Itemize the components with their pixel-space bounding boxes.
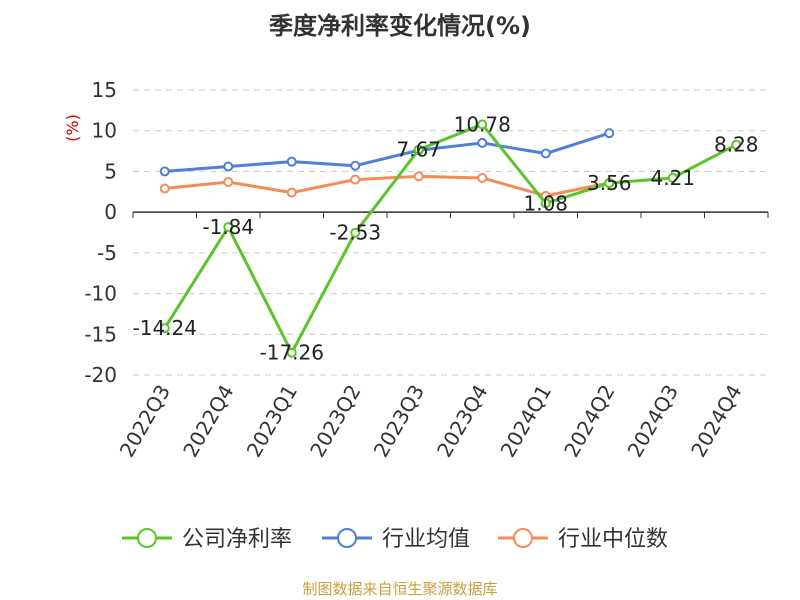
series-line-industry_median [164,174,610,198]
x-tick-label: 2023Q3 [369,381,429,462]
y-tick-label: 10 [92,119,117,143]
data-point-industry_median [350,174,361,185]
data-point-industry_median [223,177,234,188]
data-point-industry_avg [350,160,361,171]
data-point-company [731,139,742,150]
data-point-industry_avg [477,137,488,148]
data-point-company [159,323,170,334]
x-tick-label: 2024Q1 [496,381,556,462]
x-tick-label: 2022Q4 [178,381,238,462]
legend: 公司净利率 行业均值 行业中位数 [122,527,668,552]
legend-label: 行业均值 [382,527,470,552]
data-point-industry_avg [223,161,234,172]
data-label-layer: -14.24 -1.84 -17.26 -2.53 7.67 10.78 1.08 3.56 4… [133,112,759,364]
data-point-company [286,347,297,358]
source-note: 制图数据来自恒生聚源数据库 [302,580,498,598]
series-line-company [163,122,737,355]
data-label: 10.78 [454,112,511,136]
x-tick-label: 2023Q4 [432,381,492,462]
data-point-company [223,222,234,233]
data-point-industry_avg [540,148,551,159]
data-label: -17.26 [260,341,324,365]
legend-swatch-marker [337,528,357,548]
x-tick-label: 2023Q2 [305,381,365,462]
data-point-company [477,119,488,130]
legend-swatch-marker [513,528,533,548]
data-label: 4.21 [650,166,695,190]
data-label: -1.84 [202,215,254,239]
y-tick-label: -15 [84,322,117,346]
data-point-industry_median [413,171,424,182]
data-point-industry_median [286,187,297,198]
data-point-company [350,227,361,238]
x-tick-label: 2024Q4 [686,381,746,462]
data-point-industry_avg [159,166,170,177]
data-label: 1.08 [523,191,568,215]
data-label: 7.67 [396,138,441,162]
data-point-company [413,144,424,155]
data-point-industry_avg [286,156,297,167]
data-label: -14.24 [133,316,197,340]
y-tick-label: 5 [104,159,117,183]
data-label: 8.28 [714,133,759,157]
y-tick-label: -5 [97,241,117,265]
y-tick-label: 0 [104,200,117,224]
x-tick-label: 2022Q3 [115,381,175,462]
y-axis-unit: (%) [63,114,82,142]
data-point-company [604,178,615,189]
legend-item-company: 公司净利率 [122,527,292,552]
data-point-industry_median [159,183,170,194]
data-point-company [540,198,551,209]
legend-label: 公司净利率 [182,527,292,552]
y-tick-label: -20 [84,363,117,387]
series-layer [159,119,742,358]
legend-item-industry_median: 行业中位数 [498,527,668,552]
chart-title: 季度净利率变化情况(%) [269,12,531,40]
series-line-industry_avg [164,131,610,173]
data-label: 3.56 [587,171,632,195]
data-point-industry_median [477,172,488,183]
x-tick-label: 2024Q2 [559,381,619,462]
y-tick-label: 15 [92,78,117,102]
legend-swatch-marker [137,528,157,548]
legend-label: 行业中位数 [558,527,668,552]
y-tick-label: -10 [84,282,117,306]
data-point-company [667,172,678,183]
data-label: -2.53 [329,221,381,245]
legend-item-industry_avg: 行业均值 [322,527,470,552]
data-point-industry_avg [604,128,615,139]
grid-layer [133,89,768,376]
x-tick-label: 2023Q1 [242,381,302,462]
x-tick-label: 2024Q3 [623,381,683,462]
